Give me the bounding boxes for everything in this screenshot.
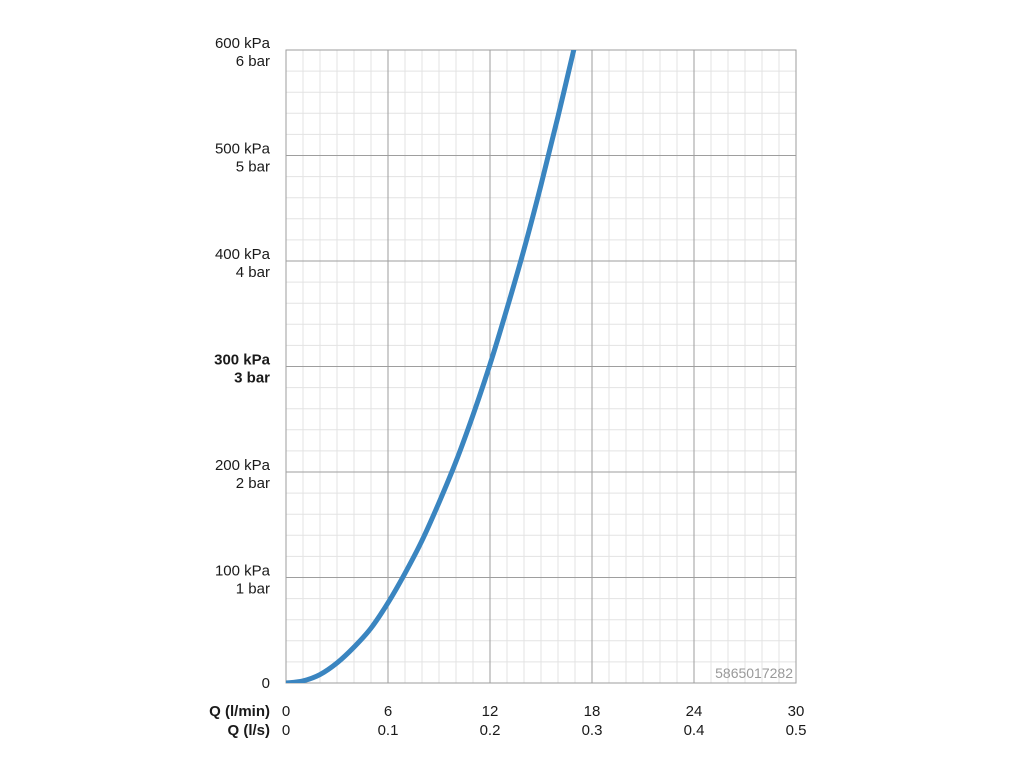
x-axis-label: Q (l/s) — [227, 722, 270, 739]
y-tick-label: 500 kPa — [215, 141, 271, 158]
x-tick-label: 12 — [482, 703, 499, 720]
y-tick-label: 6 bar — [236, 53, 270, 70]
x-tick-label: 30 — [788, 703, 805, 720]
y-tick-label: 300 kPa — [214, 352, 271, 369]
y-tick-label: 2 bar — [236, 475, 270, 492]
curve-layer — [286, 50, 577, 683]
x-tick-label: 0.3 — [582, 722, 603, 739]
y-tick-label: 100 kPa — [215, 563, 271, 580]
x-tick-label: 24 — [686, 703, 703, 720]
x-axis-label: Q (l/min) — [209, 703, 270, 720]
y-tick-label: 400 kPa — [215, 246, 271, 263]
x-axis-ticks: Q (l/min) 0 6 12 18 24 30 Q (l/s) 0 0.1 0.2 0.3 0.4 0… — [209, 703, 806, 739]
x-tick-label: 0 — [282, 722, 290, 739]
y-tick-label: 3 bar — [234, 370, 270, 387]
y-tick-label: 4 bar — [236, 264, 270, 281]
x-tick-label: 0 — [282, 703, 290, 720]
y-tick-label: 600 kPa — [215, 35, 271, 52]
series-line — [286, 50, 577, 683]
y-tick-label: 1 bar — [236, 581, 270, 598]
x-tick-label: 6 — [384, 703, 392, 720]
watermark: 5865017282 — [715, 665, 793, 681]
y-tick-label: 5 bar — [236, 159, 270, 176]
plot-frame — [285, 49, 797, 684]
y-tick-label: 0 — [262, 675, 270, 692]
x-tick-label: 0.5 — [786, 722, 807, 739]
x-tick-label: 18 — [584, 703, 601, 720]
x-tick-label: 0.2 — [480, 722, 501, 739]
x-tick-label: 0.1 — [378, 722, 399, 739]
x-tick-label: 0.4 — [684, 722, 705, 739]
y-tick-label: 200 kPa — [215, 457, 271, 474]
